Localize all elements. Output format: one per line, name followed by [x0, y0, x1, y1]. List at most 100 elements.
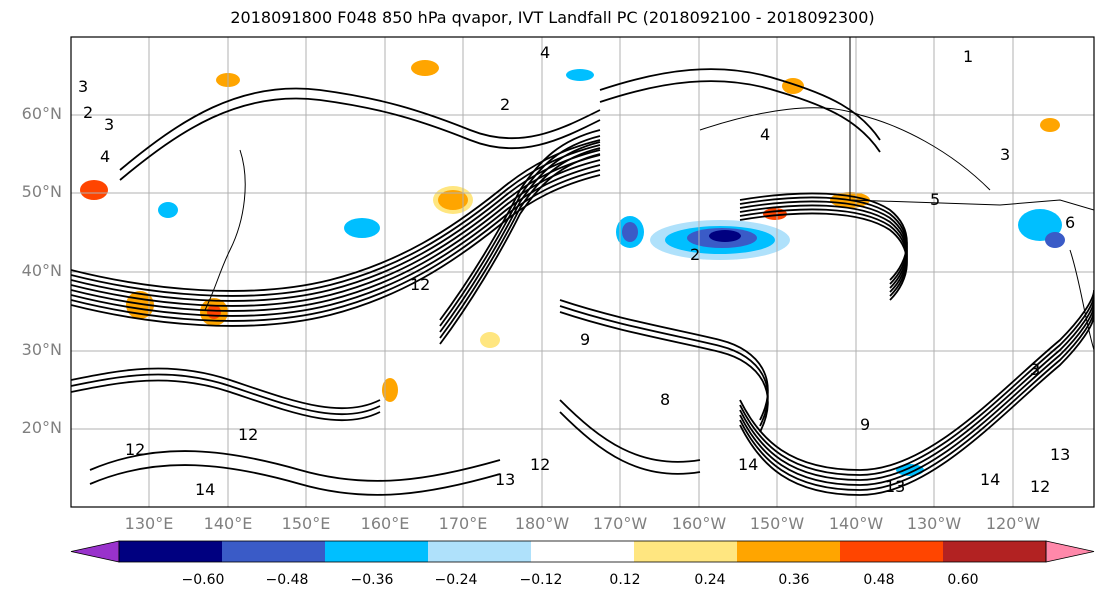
colorbar-tick-label: 0.48: [863, 572, 895, 588]
colorbar-segment: [737, 541, 841, 562]
colorbar-tick-label: −0.36: [350, 572, 394, 588]
ivt-contour: [71, 174, 601, 327]
negative-anomaly-region: [158, 202, 178, 218]
ivt-contour: [739, 204, 908, 293]
contour-label: 13: [1050, 445, 1070, 464]
contour-label: 3: [1030, 360, 1040, 379]
colorbar-tick-label: −0.60: [181, 572, 225, 588]
colorbar-segment: [943, 541, 1047, 562]
contour-label: 13: [495, 470, 515, 489]
coastline-alaska-canada: [849, 37, 1094, 211]
contour-label: 9: [860, 415, 870, 434]
ivt-contour: [71, 164, 601, 317]
coastline-aleutians: [699, 107, 991, 191]
contour-label: 6: [1065, 213, 1075, 232]
lon-label: 180°W: [514, 514, 570, 533]
positive-anomaly-region: [207, 305, 221, 319]
negative-anomaly-region: [566, 69, 594, 81]
colorbar-extend-max: [1045, 540, 1095, 563]
contour-label: 1: [963, 47, 973, 66]
contour-label: 8: [660, 390, 670, 409]
ivt-contour: [439, 153, 601, 345]
ivt-contour: [71, 149, 601, 302]
ivt-contour: [439, 147, 601, 339]
contour-label: 12: [238, 425, 258, 444]
colorbar-tick-label: 0.24: [694, 572, 726, 588]
contour-label: 4: [540, 43, 550, 62]
graticule: [71, 37, 1094, 507]
lon-label: 140°W: [828, 514, 884, 533]
ivt-contour: [119, 97, 601, 181]
coastline-west-america: [1069, 249, 1094, 351]
colorbar-outline: [118, 540, 1047, 563]
ivt-contour: [739, 208, 908, 297]
ivt-contour: [71, 139, 601, 292]
contour-label: 3: [78, 77, 88, 96]
lon-label: 140°E: [203, 514, 253, 533]
contour-label: 14: [738, 455, 758, 474]
colorbar-tick-label: −0.48: [265, 572, 309, 588]
ivt-contour: [599, 68, 881, 141]
ivt-contour: [439, 141, 601, 333]
contour-label: 2: [500, 95, 510, 114]
ivt-contour: [739, 314, 1094, 496]
ivt-contour: [119, 87, 601, 171]
lon-label: 130°W: [906, 514, 962, 533]
contour-label: 14: [980, 470, 1000, 489]
ivt-contour: [739, 196, 908, 285]
contour-label: 12: [1030, 477, 1050, 496]
colorbar-segment: [119, 541, 223, 562]
ivt-contour: [559, 399, 701, 463]
ivt-contour: [439, 135, 601, 327]
map-frame: [70, 36, 1095, 508]
colorbar-tick-label: 0.12: [609, 572, 641, 588]
lon-label: 160°E: [360, 514, 410, 533]
colorbar-tick-label: 0.36: [778, 572, 810, 588]
negative-anomaly-region: [622, 222, 638, 242]
colorbar-extend-min: [70, 540, 120, 563]
ivt-contour: [89, 464, 501, 496]
ivt-contour: [71, 367, 381, 410]
positive-anomaly-region: [80, 180, 108, 200]
negative-anomaly-region: [344, 218, 380, 238]
ivt-contour: [739, 192, 908, 281]
contour-label: 2: [83, 103, 93, 122]
colorbar-segment: [325, 541, 429, 562]
ivt-contour: [71, 379, 381, 422]
contour-label: 13: [885, 477, 905, 496]
colorbar: [70, 540, 1095, 563]
lon-label: 160°W: [671, 514, 727, 533]
ivt-contour: [559, 311, 769, 433]
positive-anomaly-region: [480, 332, 500, 348]
colorbar-segment: [222, 541, 326, 562]
colorbar-segment: [840, 541, 944, 562]
positive-anomaly-region: [1040, 118, 1060, 132]
lon-label: 150°E: [281, 514, 331, 533]
ivt-contour: [599, 80, 881, 153]
ivt-contour: [739, 200, 908, 289]
lon-label: 130°E: [124, 514, 174, 533]
lon-label: 170°E: [438, 514, 488, 533]
colorbar-segment: [634, 541, 738, 562]
ivt-contour: [439, 129, 601, 321]
contour-label: 12: [530, 455, 550, 474]
negative-anomaly-region: [1045, 232, 1065, 248]
positive-anomaly-region: [438, 190, 468, 210]
contour-label: 2: [690, 245, 700, 264]
positive-anomaly-region: [382, 378, 398, 402]
lat-label: 30°N: [21, 340, 62, 359]
ivt-contour: [71, 373, 381, 416]
colorbar-tick-label: −0.24: [434, 572, 478, 588]
colorbar-tick-label: 0.60: [947, 572, 979, 588]
contour-label: 5: [930, 190, 940, 209]
lon-label: 120°W: [985, 514, 1041, 533]
ivt-contour: [739, 304, 1094, 486]
negative-anomaly-region: [896, 464, 924, 476]
colorbar-tick-label: −0.12: [519, 572, 563, 588]
contour-label: 3: [1000, 145, 1010, 164]
ivt-contour: [71, 159, 601, 312]
ivt-contour: [739, 294, 1094, 476]
contour-label: 9: [580, 330, 590, 349]
contour-label: 4: [760, 125, 770, 144]
